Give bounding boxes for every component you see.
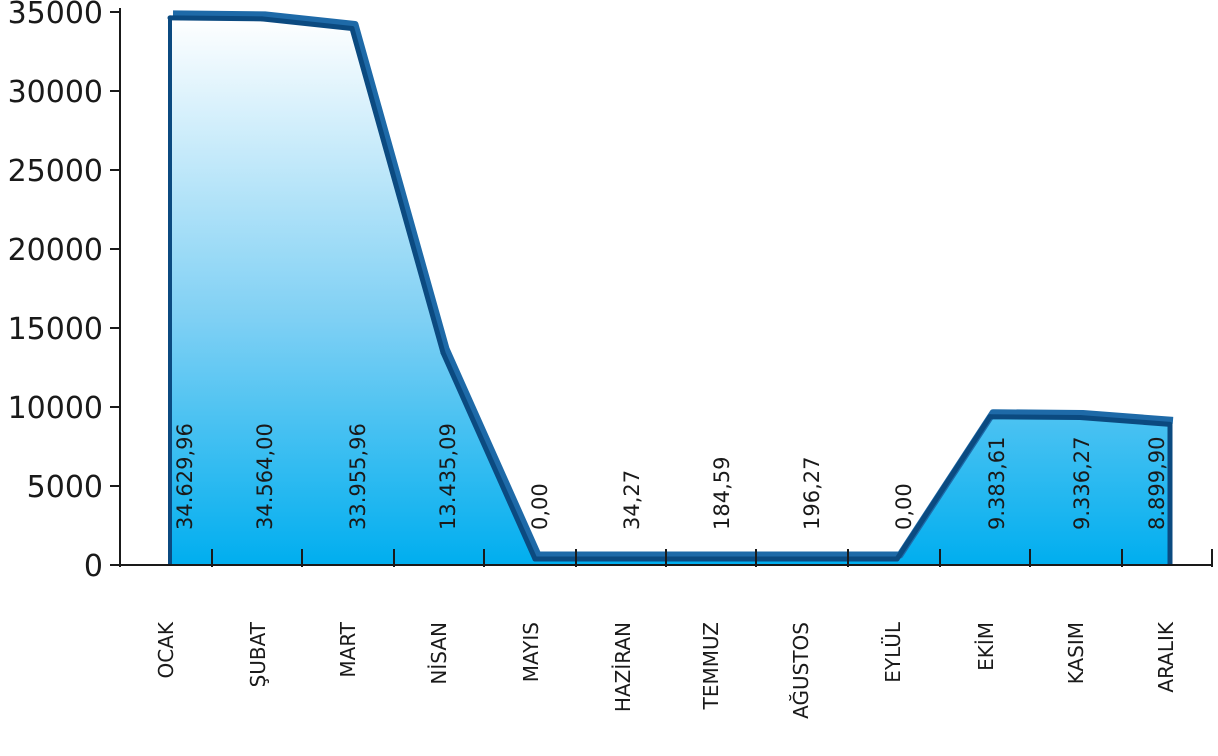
x-tick-label-ağustos: AĞUSTOS <box>789 622 813 719</box>
y-axis-ticks: 0 5000 10000 15000 20000 25000 30000 35000 <box>8 0 120 584</box>
area-fill <box>170 17 1170 566</box>
data-point-ni̇san <box>440 350 446 356</box>
data-point-ağustos <box>802 556 808 562</box>
data-label-ağustos: 196,27 <box>800 457 824 530</box>
x-tick-label-ni̇san: NİSAN <box>427 622 451 685</box>
y-tick-label: 10000 <box>8 391 103 426</box>
area-series <box>167 10 1174 566</box>
data-labels: 34.629,96 34.564,00 33.955,96 13.435,09 0,00… <box>173 423 1169 530</box>
data-label-ocak: 34.629,96 <box>173 423 197 530</box>
x-tick-label-eki̇m: EKİM <box>974 622 998 671</box>
y-tick-label: 30000 <box>8 75 103 110</box>
y-tick-label: 25000 <box>8 154 103 189</box>
data-point-kasim <box>1077 414 1083 420</box>
data-point-mayis <box>532 556 538 562</box>
y-tick-label: 15000 <box>8 312 103 347</box>
data-label-temmuz: 184,59 <box>710 457 734 530</box>
x-tick-label-şubat: ŞUBAT <box>246 621 270 687</box>
data-point-aralik <box>1167 421 1173 427</box>
data-label-eki̇m: 9.383,61 <box>985 436 1009 530</box>
data-label-aralik: 8.899,90 <box>1145 436 1169 530</box>
data-point-temmuz <box>712 556 718 562</box>
data-point-hazi̇ran <box>624 556 630 562</box>
x-tick-label-eylül: EYLÜL <box>881 621 905 683</box>
data-point-ocak <box>167 15 173 21</box>
data-label-kasim: 9.336,27 <box>1070 436 1094 530</box>
y-tick-label: 5000 <box>27 470 103 505</box>
x-tick-label-mayis: MAYIS <box>519 622 543 682</box>
data-point-mart <box>349 25 355 31</box>
data-point-şubat <box>259 16 265 22</box>
series-line-shadow <box>172 10 1174 559</box>
data-label-mart: 33.955,96 <box>346 423 370 530</box>
y-tick-label: 0 <box>84 549 103 584</box>
data-label-hazi̇ran: 34,27 <box>620 470 644 530</box>
data-label-eylül: 0,00 <box>892 483 916 530</box>
data-label-ni̇san: 13.435,09 <box>436 423 460 530</box>
x-tick-label-kasim: KASIM <box>1064 622 1088 684</box>
data-point-eylül <box>894 556 900 562</box>
data-point-eki̇m <box>987 414 993 420</box>
x-tick-label-hazi̇ran: HAZİRAN <box>611 622 635 712</box>
x-tick-label-aralik: ARALIK <box>1154 621 1178 692</box>
x-tick-label-temmuz: TEMMUZ <box>699 622 723 710</box>
y-tick-label: 35000 <box>8 0 103 31</box>
x-tick-label-mart: MART <box>336 621 360 677</box>
series-line <box>169 15 1171 562</box>
x-axis-ticks: OCAK ŞUBAT MART NİSAN MAYIS HAZİRAN TEMMUZ AĞUS… <box>119 549 1213 719</box>
x-tick-label-ocak: OCAK <box>154 621 178 678</box>
data-label-şubat: 34.564,00 <box>253 423 277 530</box>
data-label-mayis: 0,00 <box>528 483 552 530</box>
y-tick-label: 20000 <box>8 233 103 268</box>
